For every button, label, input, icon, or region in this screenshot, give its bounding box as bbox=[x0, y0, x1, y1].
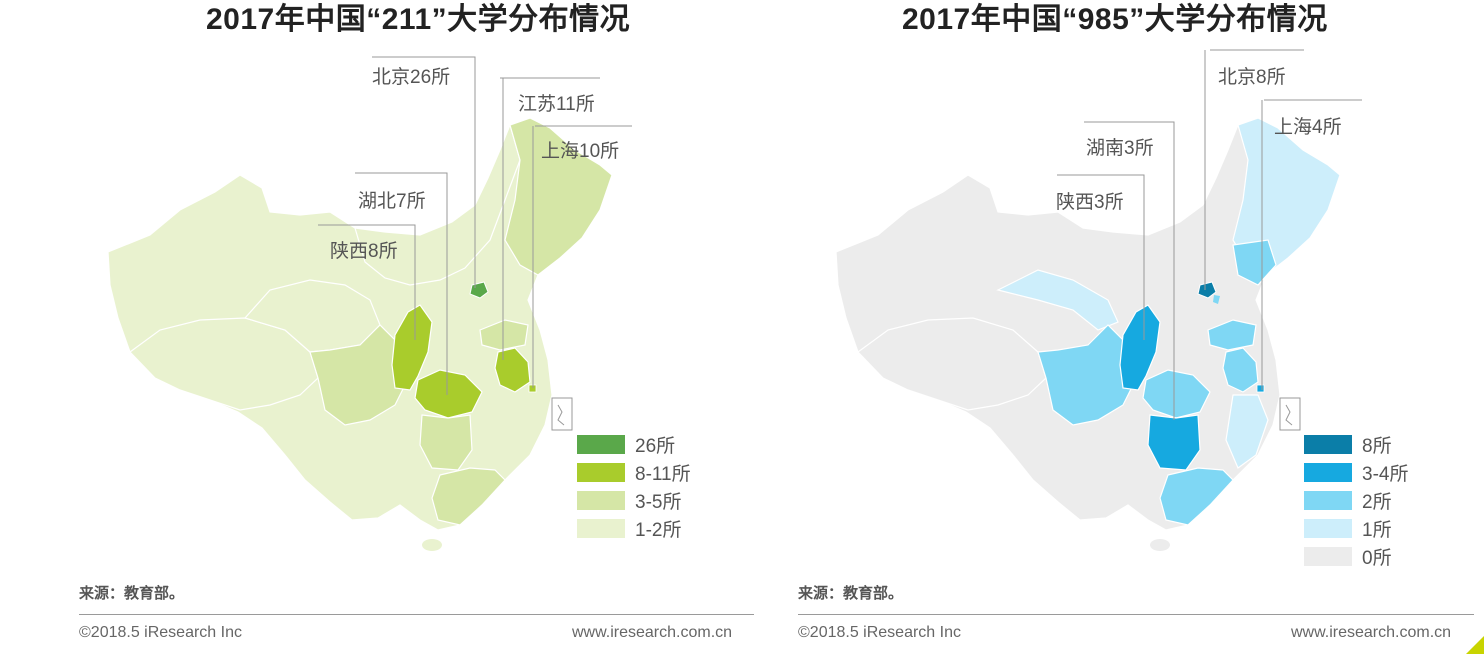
callout-shaanxi-211: 陕西8所 bbox=[330, 241, 398, 262]
callout-beijing-211: 北京26所 bbox=[372, 67, 451, 88]
region-base bbox=[835, 117, 1341, 531]
copyright-985: ©2018.5 iResearch Inc bbox=[798, 624, 961, 641]
region-shaanxi bbox=[1119, 304, 1161, 391]
legend-swatch bbox=[577, 434, 625, 454]
callout-shaanxi-985: 陕西3所 bbox=[1056, 192, 1124, 213]
legend-item: 1-2所 bbox=[577, 514, 691, 542]
legend-swatch bbox=[577, 518, 625, 538]
copyright-211: ©2018.5 iResearch Inc bbox=[79, 624, 242, 641]
legend-item: 1所 bbox=[1304, 514, 1408, 542]
south-china-sea-inset bbox=[1279, 397, 1301, 431]
website-211: www.iresearch.com.cn bbox=[572, 624, 733, 641]
legend-item: 2所 bbox=[1304, 486, 1408, 514]
region-hainan bbox=[422, 539, 442, 551]
legend-swatch bbox=[1304, 462, 1352, 482]
legend-label: 26所 bbox=[635, 435, 676, 457]
region-hubei bbox=[1142, 369, 1211, 419]
legend-swatch bbox=[1304, 490, 1352, 510]
legend-swatch bbox=[577, 462, 625, 482]
legend-item: 3-4所 bbox=[1304, 458, 1408, 486]
callout-jiangsu-211: 江苏11所 bbox=[518, 94, 595, 115]
region-zhejiang-fujian bbox=[1225, 394, 1269, 469]
region-gansu bbox=[996, 269, 1119, 331]
source-note-985: 来源：教育部。 bbox=[798, 585, 904, 602]
region-sichuan bbox=[1037, 324, 1139, 426]
panel-211: 2017年中国“211”大学分布情况 bbox=[79, 3, 754, 641]
legend-label: 8-11所 bbox=[635, 463, 691, 485]
footer-divider-211 bbox=[79, 614, 754, 615]
region-northeast bbox=[1232, 117, 1341, 276]
map-title-985: 2017年中国“985”大学分布情况 bbox=[902, 3, 1328, 36]
china-map-211 bbox=[107, 56, 632, 551]
legend-swatch bbox=[1304, 434, 1352, 454]
panel-985: 2017年中国“985”大学分布情况 北京8所 上海4所 湖南3所 陕西3所 bbox=[742, 0, 1484, 654]
footer-divider-985 bbox=[798, 614, 1474, 615]
legend-swatch bbox=[1304, 518, 1352, 538]
region-guangdong bbox=[1159, 467, 1234, 526]
region-jiangsu bbox=[494, 347, 531, 393]
legend-label: 2所 bbox=[1362, 491, 1392, 513]
region-shanghai bbox=[1256, 384, 1265, 393]
region-guangdong bbox=[431, 467, 506, 526]
legend-item: 8-11所 bbox=[577, 458, 691, 486]
region-sichuan bbox=[309, 324, 411, 426]
legend-swatch bbox=[577, 490, 625, 510]
region-tibet bbox=[129, 317, 319, 411]
south-china-sea-inset bbox=[551, 397, 573, 431]
region-beijing bbox=[1197, 281, 1217, 299]
map-title-211: 2017年中国“211”大学分布情况 bbox=[206, 3, 631, 36]
legend-985: 8所 3-4所 2所 1所 0所 bbox=[1304, 430, 1408, 570]
legend-item: 26所 bbox=[577, 430, 691, 458]
website-985: www.iresearch.com.cn bbox=[1291, 624, 1452, 641]
legend-label: 1-2所 bbox=[635, 519, 682, 541]
region-shandong bbox=[1207, 319, 1257, 351]
legend-label: 1所 bbox=[1362, 519, 1392, 541]
region-hubei bbox=[414, 369, 483, 419]
legend-211: 26所 8-11所 3-5所 1-2所 bbox=[577, 430, 691, 542]
legend-swatch bbox=[1304, 546, 1352, 566]
legend-label: 0所 bbox=[1362, 547, 1392, 569]
callout-lines-211 bbox=[318, 56, 632, 395]
callout-shanghai-211: 上海10所 bbox=[541, 141, 620, 162]
region-hunan bbox=[419, 414, 473, 471]
region-shandong bbox=[479, 319, 529, 351]
region-shaanxi bbox=[391, 304, 433, 391]
legend-item: 0所 bbox=[1304, 542, 1408, 570]
legend-item: 8所 bbox=[1304, 430, 1408, 458]
legend-item: 3-5所 bbox=[577, 486, 691, 514]
region-northeast bbox=[504, 117, 613, 276]
callout-lines-985 bbox=[1057, 49, 1362, 420]
legend-label: 3-4所 bbox=[1362, 463, 1409, 485]
china-map-985 bbox=[835, 49, 1362, 551]
callout-beijing-985: 北京8所 bbox=[1218, 67, 1286, 88]
legend-label: 3-5所 bbox=[635, 491, 682, 513]
region-hunan bbox=[1147, 414, 1201, 471]
region-tianjin bbox=[1213, 295, 1220, 304]
legend-label: 8所 bbox=[1362, 435, 1392, 457]
source-note-211: 来源：教育部。 bbox=[79, 585, 185, 602]
region-jiangsu bbox=[1222, 347, 1259, 393]
corner-accent-icon bbox=[1466, 636, 1484, 654]
callout-hubei-211: 湖北7所 bbox=[358, 191, 426, 212]
callout-hunan-985: 湖南3所 bbox=[1086, 138, 1154, 159]
callout-shanghai-985: 上海4所 bbox=[1274, 117, 1342, 138]
region-tibet bbox=[857, 317, 1047, 411]
region-hainan bbox=[1150, 539, 1170, 551]
